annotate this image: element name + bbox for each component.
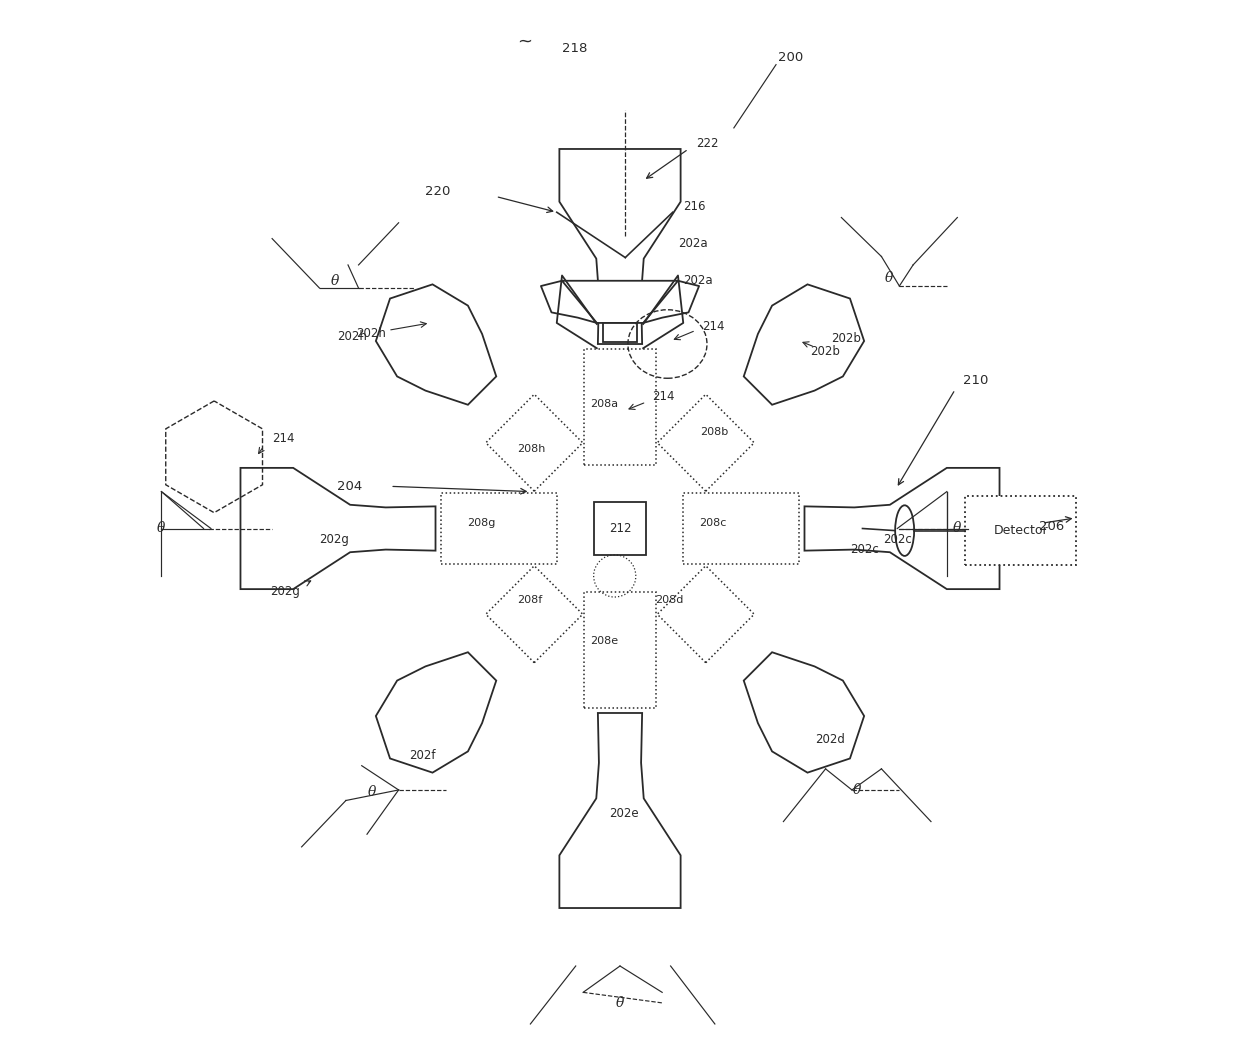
Polygon shape (683, 493, 800, 564)
Text: Detector: Detector (993, 524, 1048, 537)
Text: 210: 210 (962, 374, 988, 388)
Text: 208e: 208e (590, 636, 619, 646)
Polygon shape (440, 493, 557, 564)
Text: 216: 216 (683, 201, 706, 214)
Text: 202b: 202b (810, 345, 839, 358)
Polygon shape (486, 394, 583, 492)
Text: θ: θ (331, 274, 340, 288)
Text: 208h: 208h (517, 444, 546, 455)
Text: θ: θ (954, 521, 961, 536)
Polygon shape (376, 284, 496, 405)
Text: 208c: 208c (699, 518, 727, 528)
Text: 202a: 202a (678, 238, 708, 251)
Text: ~: ~ (517, 33, 533, 51)
Text: 202c: 202c (884, 533, 913, 545)
Text: 202c: 202c (849, 543, 879, 556)
Polygon shape (657, 565, 754, 663)
Polygon shape (562, 281, 678, 323)
Ellipse shape (895, 505, 914, 556)
Text: θ: θ (853, 783, 862, 797)
Text: 208a: 208a (590, 400, 619, 409)
Polygon shape (376, 652, 496, 773)
Text: 212: 212 (609, 522, 631, 535)
Polygon shape (657, 394, 754, 492)
Polygon shape (594, 502, 646, 555)
Text: θ: θ (884, 271, 893, 284)
Polygon shape (486, 565, 583, 663)
Polygon shape (584, 592, 656, 708)
Text: 204: 204 (337, 480, 363, 493)
Text: 214: 214 (272, 432, 295, 445)
Text: 208d: 208d (655, 595, 683, 606)
Text: 202h: 202h (356, 327, 387, 340)
Text: 202a: 202a (683, 274, 713, 288)
Text: 200: 200 (779, 51, 804, 63)
Polygon shape (241, 468, 435, 589)
Text: 202b: 202b (831, 332, 861, 346)
Text: 214: 214 (652, 390, 675, 403)
Polygon shape (559, 149, 681, 344)
Text: θ: θ (368, 785, 377, 799)
Text: 208g: 208g (467, 518, 496, 528)
Polygon shape (805, 468, 999, 589)
Text: 222: 222 (696, 137, 718, 150)
Polygon shape (603, 323, 637, 341)
Text: 218: 218 (562, 42, 588, 55)
Text: 220: 220 (425, 185, 450, 198)
Polygon shape (744, 652, 864, 773)
Text: 202h: 202h (337, 330, 367, 344)
Polygon shape (559, 713, 681, 908)
Text: 202d: 202d (815, 733, 844, 746)
Text: 202g: 202g (320, 533, 350, 545)
Text: 202f: 202f (409, 748, 435, 762)
Text: θ: θ (157, 521, 166, 536)
Text: 206: 206 (1039, 520, 1064, 533)
Polygon shape (584, 349, 656, 465)
Polygon shape (965, 497, 1076, 564)
Text: 208b: 208b (701, 427, 729, 438)
Text: 202g: 202g (270, 586, 300, 598)
Text: 214: 214 (702, 319, 724, 333)
Text: 208f: 208f (517, 595, 542, 606)
Text: 202e: 202e (609, 806, 639, 819)
Text: θ: θ (616, 996, 624, 1009)
Polygon shape (744, 284, 864, 405)
